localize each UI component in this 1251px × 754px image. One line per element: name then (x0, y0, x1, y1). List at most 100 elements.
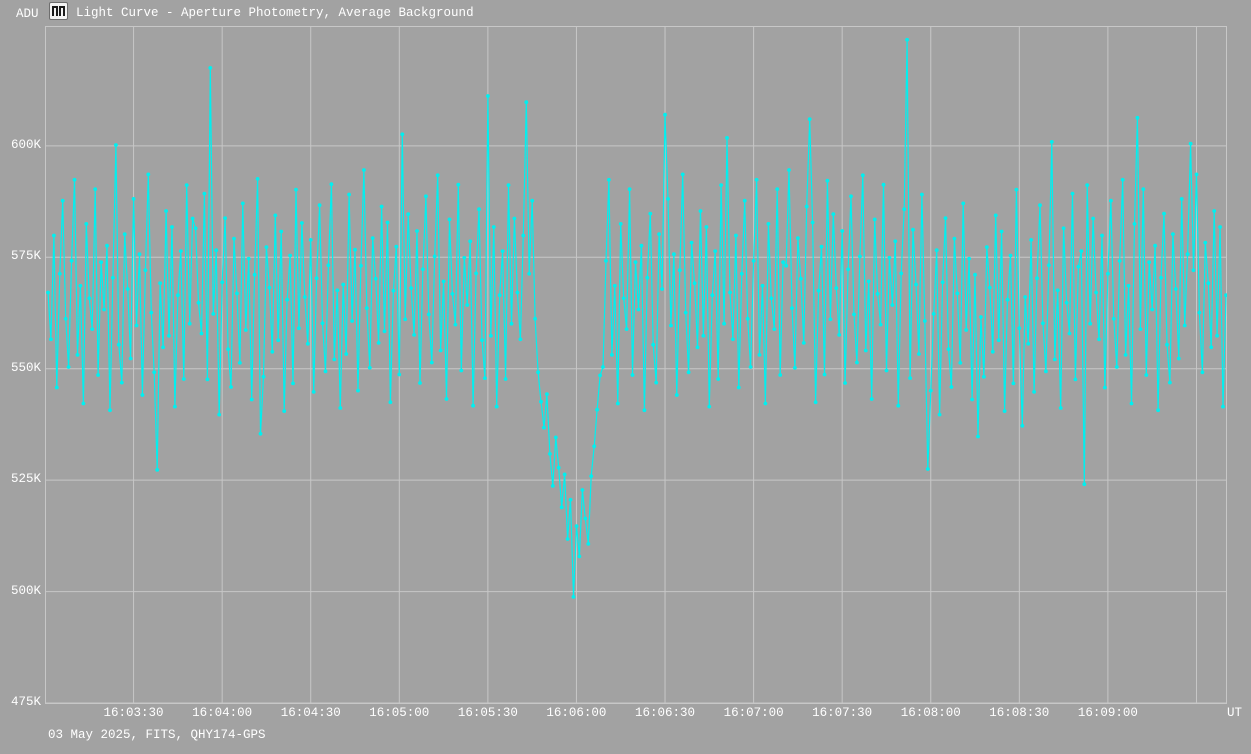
data-point-marker (187, 321, 192, 326)
data-point-marker (846, 267, 850, 272)
data-point-marker (494, 404, 499, 409)
data-point-marker (695, 345, 700, 350)
data-point-marker (184, 183, 189, 188)
data-point-marker (421, 267, 425, 272)
data-point-marker (801, 341, 806, 345)
data-point-marker (515, 290, 520, 295)
data-point-marker (982, 374, 986, 379)
data-point-marker (497, 293, 502, 298)
data-point-marker (784, 263, 788, 268)
data-point-marker (701, 333, 706, 338)
data-point-marker (559, 505, 564, 510)
data-point-marker (267, 285, 272, 290)
x-tick-label: 16:08:00 (900, 706, 961, 720)
data-point-marker (905, 37, 909, 42)
data-point-marker (1088, 321, 1093, 326)
data-point-marker (193, 226, 198, 231)
data-point-marker (49, 337, 53, 342)
data-point-marker (143, 268, 148, 273)
data-point-marker (483, 376, 487, 380)
data-point-marker (140, 393, 145, 397)
data-point-marker (66, 365, 71, 369)
data-point-marker (1182, 323, 1187, 328)
data-point-marker (698, 209, 703, 213)
data-point-marker (633, 260, 638, 265)
data-point-marker (486, 94, 490, 98)
data-point-marker (426, 312, 431, 317)
data-point-marker (627, 187, 632, 192)
data-point-marker (973, 272, 977, 277)
data-point-marker (899, 271, 904, 276)
data-point-marker (235, 291, 239, 296)
data-point-marker (456, 182, 461, 187)
data-point-marker (967, 256, 971, 261)
data-point-marker (63, 316, 68, 321)
data-point-marker (155, 468, 160, 472)
data-point-marker (1123, 353, 1128, 357)
data-point-marker (391, 288, 396, 293)
data-point-marker (654, 380, 659, 385)
data-point-marker (108, 408, 112, 413)
data-point-marker (424, 194, 428, 199)
data-point-marker (382, 329, 387, 334)
data-point-marker (211, 312, 216, 316)
window-title: Light Curve - Aperture Photometry, Avera… (76, 6, 474, 20)
data-point-marker (677, 268, 682, 273)
data-point-marker (1135, 115, 1140, 120)
data-point-marker (75, 353, 80, 357)
data-point-marker (453, 322, 458, 327)
y-axis-unit-label: ADU (16, 7, 39, 21)
x-tick-label: 16:04:30 (280, 706, 341, 720)
data-point-marker (506, 183, 511, 188)
data-point-marker (261, 374, 266, 379)
data-point-marker (1070, 191, 1075, 196)
data-point-marker (400, 132, 405, 137)
data-point-marker (1194, 172, 1199, 177)
data-point-marker (435, 173, 440, 178)
data-point-marker (775, 187, 780, 192)
data-point-marker (878, 322, 883, 327)
data-point-marker (122, 232, 127, 237)
data-point-marker (1058, 406, 1063, 410)
data-point-marker (574, 524, 579, 528)
data-point-marker (949, 385, 954, 389)
data-point-marker (1165, 342, 1169, 347)
data-point-marker (999, 229, 1004, 234)
data-point-marker (672, 252, 676, 257)
data-point-marker (134, 323, 139, 328)
data-point-marker (1106, 271, 1110, 276)
data-point-marker (1061, 226, 1066, 231)
data-point-marker (1076, 264, 1081, 269)
data-point-marker (816, 288, 821, 293)
data-point-marker (1082, 482, 1087, 487)
data-point-marker (412, 333, 416, 337)
data-point-marker (1097, 337, 1101, 342)
data-point-marker (1132, 222, 1137, 226)
data-point-marker (335, 288, 340, 293)
data-point-marker (297, 326, 301, 331)
data-point-marker (273, 213, 278, 218)
light-curve-plot[interactable] (45, 26, 1227, 704)
data-point-marker (93, 187, 98, 192)
data-point-marker (793, 365, 797, 370)
data-point-marker (680, 172, 685, 177)
data-point-marker (568, 497, 573, 502)
data-point-marker (418, 381, 422, 385)
data-point-marker (736, 385, 741, 390)
data-point-marker (217, 412, 222, 417)
data-point-marker (1117, 259, 1122, 263)
data-point-marker (648, 211, 653, 216)
data-point-marker (465, 303, 470, 307)
data-point-marker (1150, 307, 1155, 312)
data-point-marker (1188, 141, 1193, 146)
data-point-marker (920, 192, 924, 197)
data-point-marker (530, 198, 535, 203)
data-point-marker (167, 333, 171, 338)
data-point-marker (692, 281, 697, 286)
data-point-marker (669, 323, 673, 328)
data-point-marker (772, 327, 777, 331)
x-tick-label: 16:04:00 (192, 706, 253, 720)
data-point-marker (778, 373, 783, 377)
data-point-marker (308, 238, 313, 242)
data-point-marker (881, 182, 886, 187)
